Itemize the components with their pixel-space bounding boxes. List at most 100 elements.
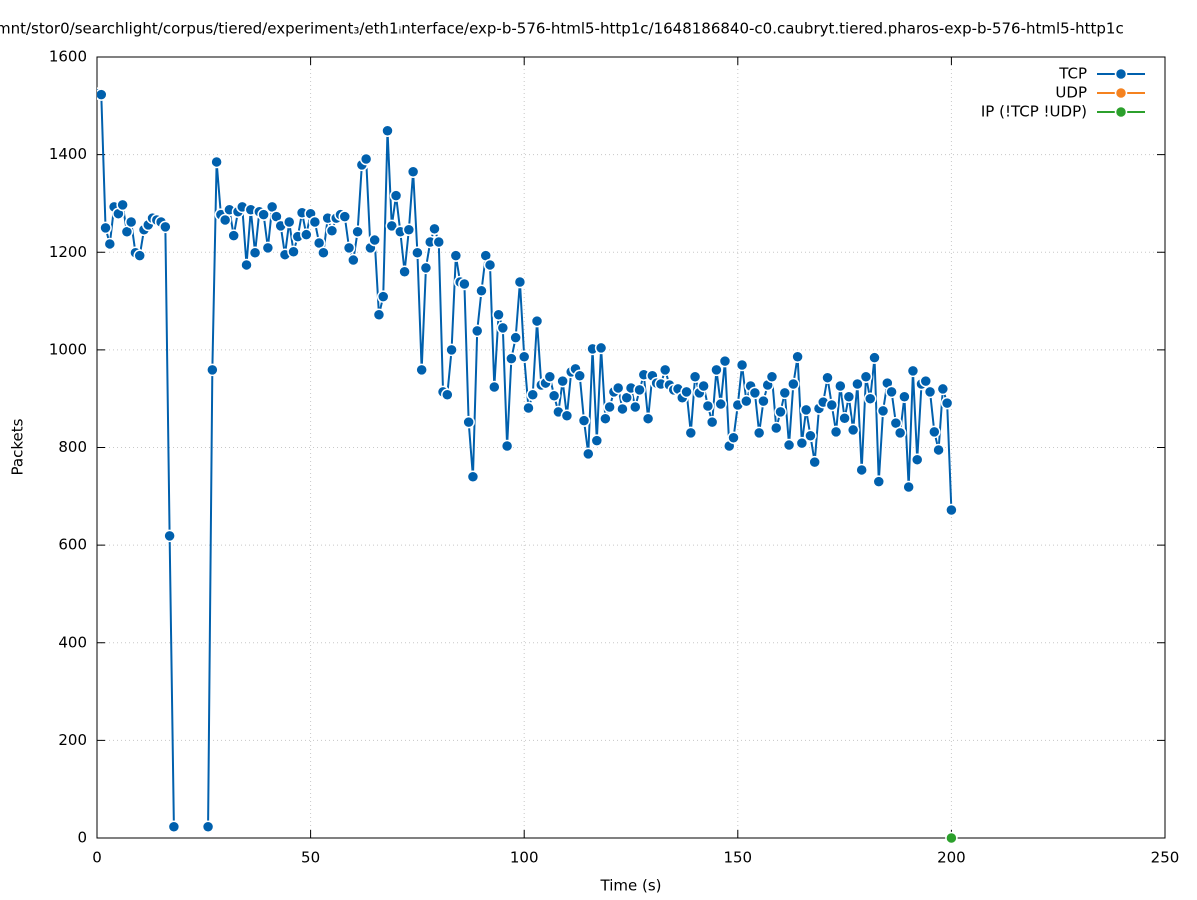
- data-point: [517, 350, 531, 363]
- data-point: [778, 386, 792, 400]
- data-point: [376, 290, 390, 303]
- data-point: [765, 370, 779, 383]
- data-point: [577, 414, 591, 427]
- data-point: [885, 385, 898, 399]
- data-point: [573, 369, 586, 382]
- x-tick-label: 0: [92, 849, 102, 867]
- data-point: [432, 235, 446, 249]
- data-point: [282, 215, 296, 229]
- data-point: [748, 386, 762, 400]
- x-tick-label: 50: [301, 849, 320, 867]
- data-point: [825, 398, 839, 412]
- data-point: [752, 426, 766, 440]
- data-point: [347, 253, 360, 267]
- data-point: [351, 225, 364, 238]
- data-point: [658, 363, 672, 377]
- data-point: [492, 308, 505, 321]
- x-tick-label: 150: [723, 849, 752, 867]
- data-point: [458, 277, 471, 291]
- data-point: [842, 390, 856, 403]
- y-tick-label: 400: [58, 633, 87, 651]
- data-point: [99, 221, 112, 235]
- data-point: [834, 379, 847, 393]
- series-line: [97, 92, 953, 827]
- data-point: [159, 220, 172, 234]
- data-point: [103, 237, 117, 251]
- data-point: [936, 382, 950, 396]
- data-point: [697, 379, 710, 393]
- data-point: [919, 374, 933, 388]
- data-point: [727, 431, 740, 444]
- data-point: [411, 246, 424, 259]
- y-tick-label: 200: [58, 731, 87, 749]
- data-point: [599, 412, 612, 425]
- data-point: [906, 364, 920, 378]
- data-point: [385, 219, 399, 233]
- legend-label: TCP: [1058, 65, 1087, 83]
- data-point: [428, 222, 441, 236]
- data-point: [774, 405, 787, 419]
- data-point: [582, 447, 595, 461]
- data-point: [530, 314, 544, 328]
- data-point: [714, 397, 727, 411]
- data-point: [167, 820, 181, 834]
- data-point: [808, 455, 821, 469]
- data-point: [287, 245, 300, 259]
- data-point: [898, 390, 911, 403]
- y-tick-label: 800: [58, 438, 87, 456]
- y-tick-label: 1000: [49, 340, 87, 358]
- data-point: [893, 426, 907, 440]
- data-point: [902, 480, 915, 494]
- legend-marker: [1114, 67, 1128, 81]
- y-tick-label: 1400: [49, 145, 87, 163]
- data-point: [590, 434, 604, 447]
- legend-marker: [1114, 105, 1128, 119]
- data-point: [910, 453, 924, 466]
- data-point: [300, 228, 313, 241]
- data-point: [415, 363, 428, 377]
- data-point: [684, 426, 698, 440]
- data-point: [868, 351, 881, 364]
- data-point: [821, 371, 834, 384]
- data-point: [466, 470, 480, 484]
- data-point: [611, 381, 625, 395]
- data-point: [876, 404, 890, 418]
- data-point: [338, 210, 352, 223]
- legend-label: UDP: [1055, 84, 1087, 102]
- data-point: [398, 265, 411, 279]
- data-point: [799, 403, 813, 417]
- data-point: [787, 377, 800, 391]
- data-point: [603, 400, 616, 414]
- y-tick-label: 0: [77, 829, 87, 847]
- data-point: [838, 411, 851, 425]
- data-point: [633, 383, 646, 397]
- data-point: [342, 241, 356, 255]
- data-point: [616, 402, 629, 416]
- legend-label: IP (!TCP !UDP): [981, 103, 1087, 121]
- x-axis-label: Time (s): [600, 877, 662, 895]
- data-point: [227, 229, 240, 242]
- data-point: [368, 233, 381, 247]
- data-point: [372, 308, 386, 321]
- data-point: [735, 358, 749, 372]
- data-point: [791, 350, 804, 363]
- y-axis-label: Packets: [9, 418, 27, 475]
- data-point: [488, 380, 501, 394]
- data-point: [462, 415, 475, 429]
- chart-title: mnt/stor0/searchlight/corpus/tiered/expe…: [0, 20, 1124, 38]
- x-tick-label: 100: [510, 849, 539, 867]
- legend-marker: [1114, 86, 1128, 100]
- data-point: [470, 324, 484, 338]
- data-point: [757, 394, 770, 408]
- y-tick-label: 1200: [49, 243, 87, 261]
- x-tick-label: 200: [937, 849, 966, 867]
- data-point: [124, 215, 138, 229]
- data-point: [449, 249, 463, 262]
- data-point: [206, 363, 219, 377]
- data-point: [381, 124, 394, 137]
- data-point: [218, 213, 232, 227]
- data-point: [560, 409, 574, 423]
- data-point: [441, 388, 454, 402]
- data-point: [325, 224, 339, 238]
